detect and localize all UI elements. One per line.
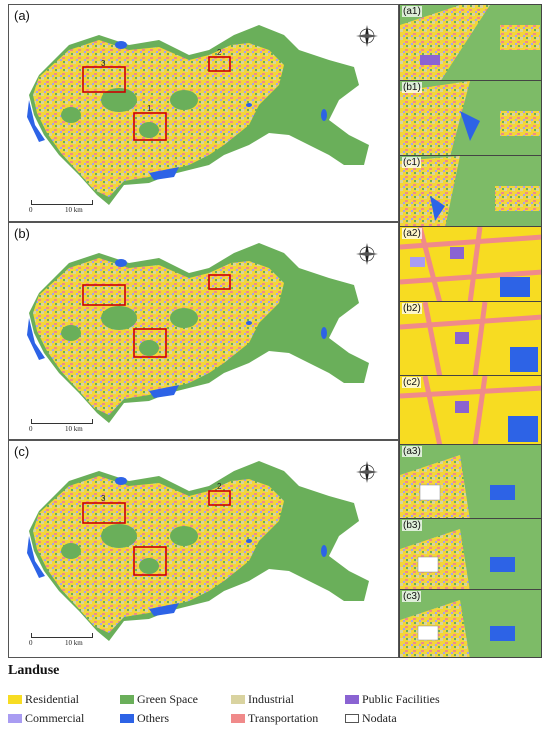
box-label-2: 2 xyxy=(217,482,222,491)
study-box-2 xyxy=(208,274,231,290)
panel-label-c: (c) xyxy=(14,444,30,459)
inset-label: (b2) xyxy=(402,303,422,314)
scale-bar: 0 10 km xyxy=(29,633,101,647)
inset-label: (a3) xyxy=(402,446,422,457)
inset-c1: (c1) xyxy=(399,155,542,227)
inset-label: (c3) xyxy=(402,591,422,602)
legend-title: Landuse xyxy=(8,663,60,678)
scale-bar: 0 10 km xyxy=(29,200,101,214)
swatch xyxy=(345,714,359,723)
inset-b2: (b2) xyxy=(399,301,542,376)
inset-c3: (c3) xyxy=(399,589,542,658)
box-label-3: 3 xyxy=(101,494,106,503)
study-box-2 xyxy=(208,56,231,72)
inset-label: (c2) xyxy=(402,377,422,388)
inset-c2: (c2) xyxy=(399,375,542,445)
study-box-2 xyxy=(208,490,231,506)
inset-column: (a1) (b1) (c1) (a2) (b2) (c2) (a3) (b3) … xyxy=(399,4,542,658)
study-box-3 xyxy=(82,66,126,93)
map-panel-a: 3 1 2 (a) 0 10 km xyxy=(8,4,399,222)
study-box-3 xyxy=(82,284,126,306)
inset-a1: (a1) xyxy=(399,4,542,81)
inset-b1: (b1) xyxy=(399,80,542,156)
legend-item-nodata: Nodata xyxy=(345,711,397,726)
legend-item-public-facilities: Public Facilities xyxy=(345,692,440,707)
box-label-3: 3 xyxy=(101,59,106,68)
landuse-map-c: 3 2 xyxy=(27,461,369,641)
landuse-map-b xyxy=(27,243,369,423)
inset-label: (a2) xyxy=(402,228,422,239)
legend-item-industrial: Industrial xyxy=(231,692,294,707)
compass-icon xyxy=(354,23,380,49)
inset-a2: (a2) xyxy=(399,226,542,302)
box-label-1: 1 xyxy=(147,104,152,113)
panel-label-b: (b) xyxy=(14,226,30,241)
map-panel-b: (b) 0 10 km xyxy=(8,222,399,440)
study-box-1 xyxy=(133,112,167,141)
inset-label: (a1) xyxy=(402,6,422,17)
box-label-2: 2 xyxy=(217,48,222,57)
swatch xyxy=(231,714,245,723)
swatch xyxy=(8,695,22,704)
compass-icon xyxy=(354,459,380,485)
legend-item-others: Others xyxy=(120,711,169,726)
study-box-1 xyxy=(133,546,167,576)
inset-label: (b3) xyxy=(402,520,422,531)
study-box-3 xyxy=(82,502,126,524)
inset-label: (b1) xyxy=(402,82,422,93)
swatch xyxy=(120,695,134,704)
swatch xyxy=(231,695,245,704)
legend-item-green-space: Green Space xyxy=(120,692,198,707)
swatch xyxy=(345,695,359,704)
legend-item-residential: Residential xyxy=(8,692,79,707)
legend-item-commercial: Commercial xyxy=(8,711,84,726)
inset-label: (c1) xyxy=(402,157,422,168)
compass-icon xyxy=(354,241,380,267)
panel-label-a: (a) xyxy=(14,8,30,23)
legend-item-transportation: Transportation xyxy=(231,711,318,726)
swatch xyxy=(120,714,134,723)
landuse-map-a: 3 1 2 xyxy=(27,25,369,205)
map-panel-c: 3 2 (c) 0 10 km xyxy=(8,440,399,658)
swatch xyxy=(8,714,22,723)
scale-bar: 0 10 km xyxy=(29,419,101,433)
inset-a3: (a3) xyxy=(399,444,542,519)
study-box-1 xyxy=(133,328,167,358)
inset-b3: (b3) xyxy=(399,518,542,590)
